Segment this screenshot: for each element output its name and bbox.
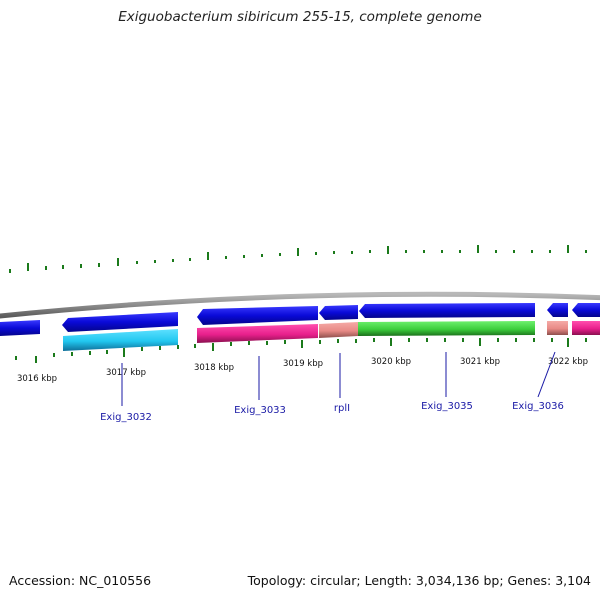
cds-arrow[interactable] (572, 303, 600, 317)
accession-text: Accession: NC_010556 (9, 573, 152, 588)
outer-tick-track (9, 245, 587, 273)
scale-label: 3018 kbp (194, 363, 234, 373)
gene-label-rpli[interactable]: rplI (334, 403, 350, 414)
gene-feature[interactable] (358, 321, 535, 336)
cds-arrow[interactable] (62, 312, 178, 332)
label-leaders (121, 351, 556, 406)
gene-track (63, 321, 600, 351)
gene-label-exig-3036[interactable]: Exig_3036 (512, 401, 564, 412)
scale-label: 3020 kbp (371, 357, 411, 367)
leader-line (537, 351, 556, 398)
cds-arrow[interactable] (0, 320, 40, 336)
cds-arrow[interactable] (197, 306, 318, 325)
cds-arrow[interactable] (319, 305, 358, 320)
cds-track (0, 303, 600, 336)
scale-label: 3017 kbp (106, 368, 146, 378)
scale-label: 3016 kbp (17, 374, 57, 384)
scale-label: 3022 kbp (548, 357, 588, 367)
scale-labels: 3016 kbp 3017 kbp 3018 kbp 3019 kbp 3020… (17, 357, 588, 384)
gene-feature[interactable] (572, 321, 600, 335)
cds-arrow[interactable] (547, 303, 568, 317)
gene-feature[interactable] (547, 321, 568, 335)
map-title: Exiguobacterium sibiricum 255-15, comple… (118, 9, 482, 25)
gene-labels: Exig_3032 Exig_3033 rplI Exig_3035 Exig_… (100, 401, 564, 423)
genome-backbone (0, 291, 600, 319)
genome-summary-text: Topology: circular; Length: 3,034,136 bp… (247, 573, 591, 588)
gene-label-exig-3033[interactable]: Exig_3033 (234, 405, 286, 416)
gene-feature[interactable] (197, 324, 318, 343)
scale-label: 3019 kbp (283, 359, 323, 369)
gene-feature[interactable] (63, 329, 178, 351)
gene-label-exig-3035[interactable]: Exig_3035 (421, 401, 473, 412)
gene-feature[interactable] (319, 322, 358, 338)
cds-arrow[interactable] (359, 303, 535, 318)
scale-label: 3021 kbp (460, 357, 500, 367)
gene-label-exig-3032[interactable]: Exig_3032 (100, 412, 152, 423)
inner-tick-track (15, 338, 587, 363)
